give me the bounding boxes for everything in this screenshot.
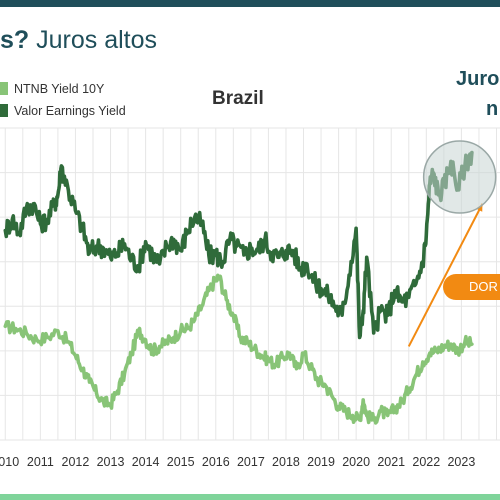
x-tick-label: 2012 xyxy=(62,455,90,469)
x-tick-label: 2022 xyxy=(412,455,440,469)
x-tick-label: 2018 xyxy=(272,455,300,469)
chart-series xyxy=(3,150,474,425)
side-title: Juro n xyxy=(456,64,500,124)
dor-badge: DOR xyxy=(443,274,500,300)
legend-swatch-valor xyxy=(0,104,8,117)
x-tick-label: 2015 xyxy=(167,455,195,469)
x-tick-label: 2017 xyxy=(237,455,265,469)
x-tick-label: 2010 xyxy=(0,455,19,469)
legend-item-valor: Valor Earnings Yield xyxy=(0,102,126,124)
chart-annotations xyxy=(407,140,497,347)
x-axis-tick-labels: 2010 2011 2012 2013 2014 2015 2016 2017 2018 2019… xyxy=(0,455,475,469)
legend-item-ntnb: NTNB Yield 10Y xyxy=(0,80,126,102)
footer-bar xyxy=(0,494,500,500)
x-tick-label: 2011 xyxy=(27,455,54,469)
chart-title: Brazil xyxy=(212,88,264,109)
x-tick-label: 2014 xyxy=(132,455,160,469)
page-title: s? Juros altos xyxy=(0,26,158,54)
x-tick-label: 2020 xyxy=(342,455,370,469)
side-title-line2: n xyxy=(486,98,499,120)
chart-legend: NTNB Yield 10Y Valor Earnings Yield xyxy=(0,80,126,124)
header-bar xyxy=(0,0,500,7)
x-tick-label: 2019 xyxy=(307,455,335,469)
highlight-circle xyxy=(422,140,497,214)
series-line-ntnb xyxy=(3,273,474,425)
legend-swatch-ntnb xyxy=(0,82,8,95)
x-tick-label: 2013 xyxy=(97,455,125,469)
legend-label-valor: Valor Earnings Yield xyxy=(14,104,126,118)
trend-arrow xyxy=(407,203,484,347)
x-tick-label: 2016 xyxy=(202,455,230,469)
x-tick-label: 2023 xyxy=(447,455,475,469)
legend-label-ntnb: NTNB Yield 10Y xyxy=(14,82,105,96)
x-tick-label: 2021 xyxy=(377,455,405,469)
side-title-line1: Juro xyxy=(456,68,500,90)
series-line-valor xyxy=(3,150,474,340)
